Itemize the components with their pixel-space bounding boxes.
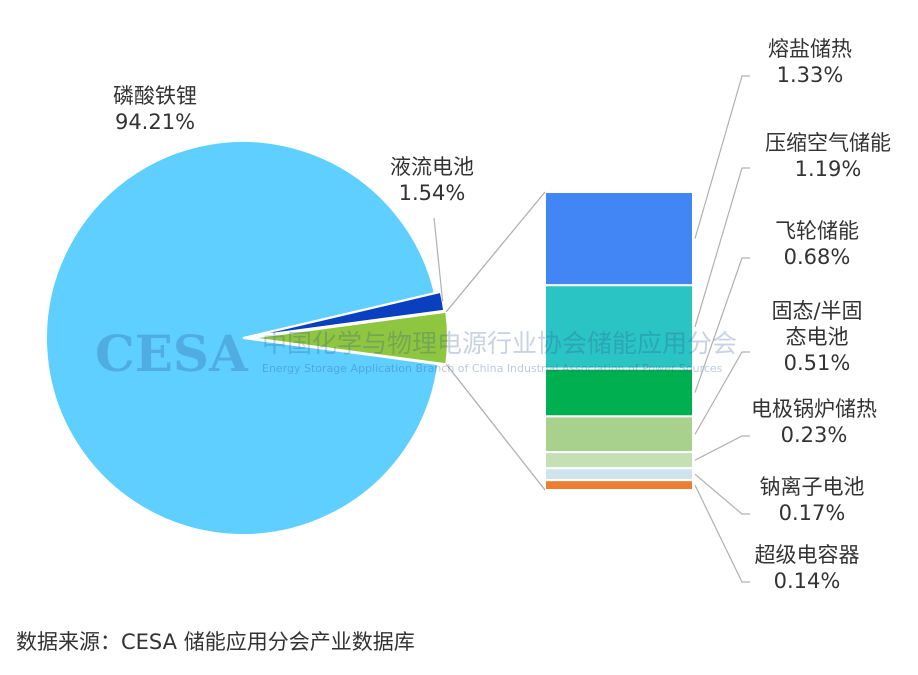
bar-label-飞轮储能: 飞轮储能 0.68% — [775, 219, 859, 269]
leader-压缩空气储能 — [694, 167, 750, 328]
watermark-cn: 中国化学与物理电源行业协会储能应用分会 — [262, 329, 737, 358]
bar-label-固态-半固态电池: 固态/半固态电池 0.51% — [771, 299, 862, 375]
watermark-en: Energy Storage Application Branch of Chi… — [262, 362, 723, 375]
leader-超级电容器 — [694, 484, 750, 583]
leader-飞轮储能 — [694, 257, 750, 393]
pie-slice-液流电池 — [248, 290, 446, 338]
bar-label-超级电容器: 超级电容器 0.14% — [755, 543, 860, 593]
connector-lines — [445, 191, 546, 491]
leader-液流电池 — [433, 217, 444, 302]
connector-bottom — [445, 363, 546, 491]
pie-slice-磷酸铁锂 — [45, 140, 440, 536]
bar-segment-飞轮储能 — [544, 367, 694, 418]
data-labels: 磷酸铁锂 94.21% 液流电池 1.54% 熔盐储热 1.33% 压缩空气储能 1.19% 飞… — [113, 37, 891, 593]
pie — [45, 140, 449, 536]
stacked-bar — [544, 191, 694, 492]
bar-segment-熔盐储热 — [544, 191, 694, 287]
bar-label-钠离子电池: 钠离子电池 0.17% — [760, 475, 865, 525]
connector-top — [445, 191, 546, 313]
pie-label-磷酸铁锂: 磷酸铁锂 94.21% — [113, 84, 197, 134]
bar-segment-电极锅炉储热 — [544, 451, 694, 470]
bar-label-电极锅炉储热: 电极锅炉储热 0.23% — [751, 397, 877, 447]
cesa-watermark: CESA 中国化学与物理电源行业协会储能应用分会 Energy Storage … — [95, 324, 737, 383]
leader-lines — [433, 75, 750, 583]
bar-segment-超级电容器 — [544, 479, 694, 492]
pie-label-液流电池: 液流电池 1.54% — [390, 155, 474, 205]
leader-电极锅炉储热 — [694, 435, 750, 461]
bar-segment-钠离子电池 — [544, 467, 694, 482]
bar-label-压缩空气储能: 压缩空气储能 1.19% — [765, 131, 891, 181]
bar-label-熔盐储热: 熔盐储热 1.33% — [768, 37, 852, 87]
pie-slice-其他 — [250, 310, 449, 366]
bar-segment-固态-半固态电池 — [544, 415, 694, 454]
leader-熔盐储热 — [694, 75, 750, 239]
data-source-note: 数据来源：CESA 储能应用分会产业数据库 — [16, 630, 415, 654]
leader-钠离子电池 — [694, 473, 750, 515]
bar-segment-压缩空气储能 — [544, 284, 694, 370]
watermark-logo: CESA — [95, 324, 249, 383]
leader-固态-半固态电池 — [694, 351, 750, 435]
